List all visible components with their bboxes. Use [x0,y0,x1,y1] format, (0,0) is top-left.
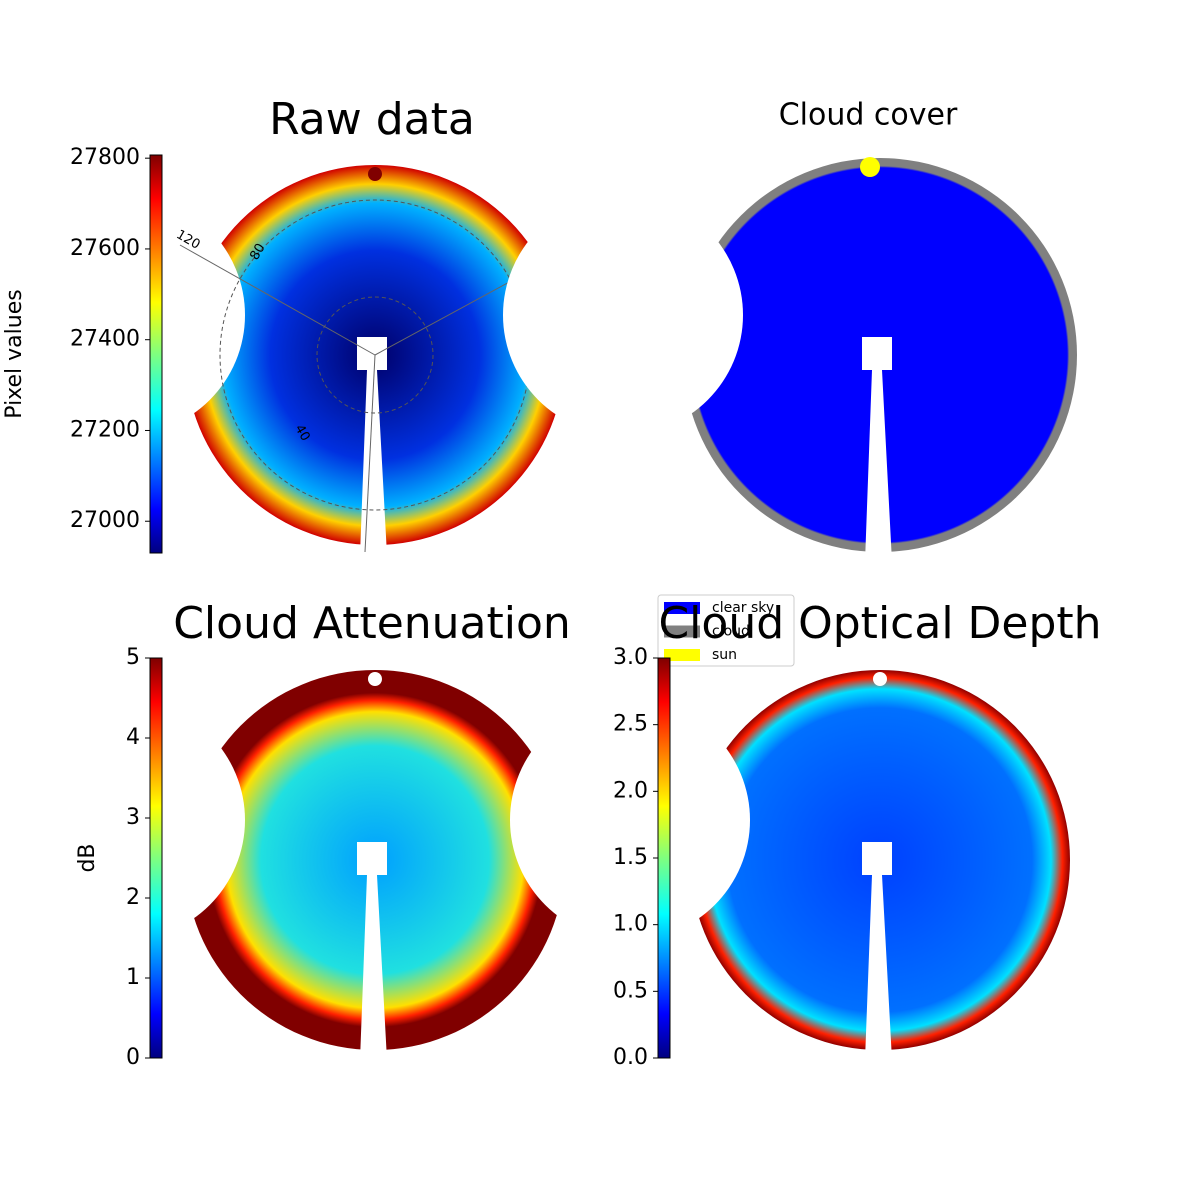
pole-mask [357,337,387,555]
legend-swatch [664,602,700,614]
sky-image [5,670,565,1060]
colorbar-label: Pixel values [2,289,27,418]
polar-circle [316,296,434,414]
colorbar-tick-label: 0.0 [613,1045,648,1070]
sky-image [503,157,1077,562]
sun-marker [860,157,880,177]
polar-axis [179,244,376,356]
colorbar [149,657,163,1059]
colorbar-tick-label: 27400 [70,327,140,352]
sky-image [5,165,573,555]
panel-title: Cloud Optical Depth [658,598,1101,649]
sun-marker [368,672,382,686]
polar-label: 80 [247,241,268,263]
colorbar-label: dB [75,843,100,872]
legend-label: sun [712,647,737,663]
colorbar-tick-label: 5 [126,645,140,670]
panel-title: Raw data [269,94,475,145]
colorbar [149,154,163,554]
colorbar-tick-label: 1.5 [613,845,648,870]
panel-title: Cloud Attenuation [173,598,571,649]
sun-marker [873,672,887,686]
colorbar-tick-label: 2.0 [613,778,648,803]
colorbar-tick-label: 2.5 [613,712,648,737]
colorbar-tick-label: 0 [126,1045,140,1070]
horizon-mask [510,700,750,940]
colorbar-tick-label: 2 [126,885,140,910]
sun-marker [368,167,382,181]
horizon-mask [5,195,245,435]
legend-label: cloud [712,624,750,640]
horizon-mask [5,700,245,940]
polar-label: 40 [291,422,312,444]
colorbar-tick-label: 0.5 [613,978,648,1003]
colorbar-tick-label: 27200 [70,417,140,442]
pole-mask [862,842,892,1060]
pole-mask [862,337,892,562]
legend-label: clear sky [712,600,774,616]
panel-title: Cloud cover [779,98,958,133]
legend-swatch [664,649,700,661]
polar-axis [364,354,376,553]
colorbar [657,657,671,1059]
colorbar-tick-label: 27800 [70,145,140,170]
colorbar-tick-label: 27600 [70,236,140,261]
horizon-mask [503,195,743,435]
colorbar-tick-label: 3 [126,805,140,830]
sky-image [510,670,1070,1060]
colorbar-tick-label: 1 [126,965,140,990]
colorbar-tick-label: 3.0 [613,645,648,670]
colorbar-tick-label: 4 [126,725,140,750]
pole-mask [357,842,387,1060]
legend-swatch [664,625,700,638]
colorbar-tick-label: 27000 [70,508,140,533]
colorbar-tick-label: 1.0 [613,912,648,937]
